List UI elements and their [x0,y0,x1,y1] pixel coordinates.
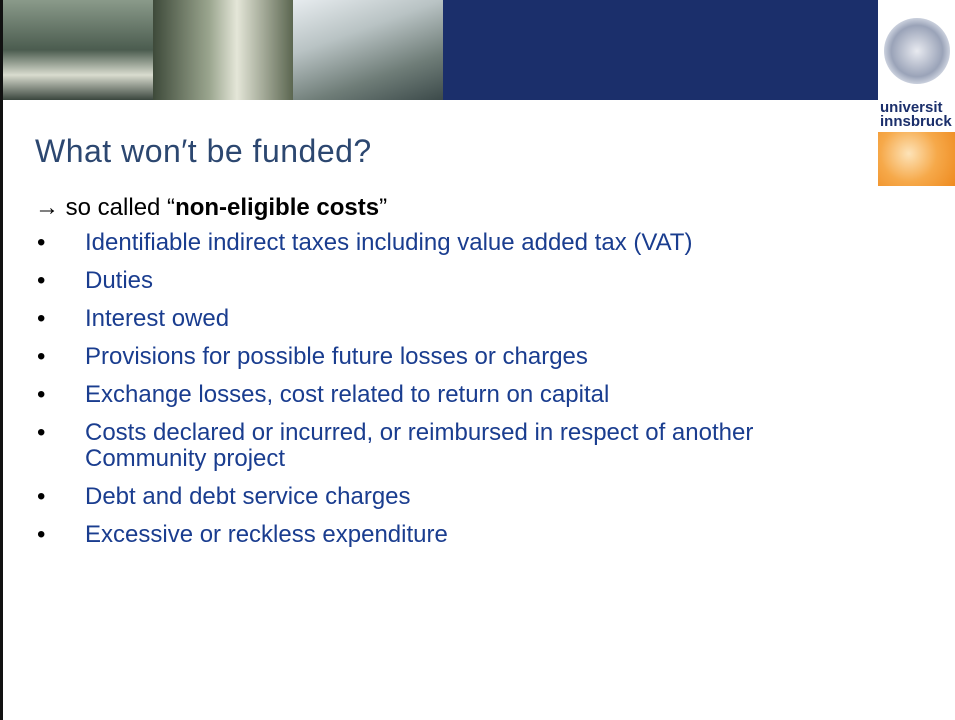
bullet-list: Identifiable indirect taxes including va… [35,230,815,560]
bullet-item: Excessive or reckless expenditure [35,522,805,549]
intro-bold: non-eligible costs [175,194,380,221]
intro-line: → so called “non-eligible costs” [35,194,387,222]
logo-text: innsbruck [880,113,952,130]
header-banner [3,0,880,100]
photo-facade [293,0,443,100]
seal [884,18,950,84]
left-border [0,0,3,720]
bullet-item: Costs declared or incurred, or reimburse… [35,420,805,472]
bullet-item: Provisions for possible future losses or… [35,344,805,371]
bullet-item: Debt and debt service charges [35,484,805,511]
intro-suffix: ” [379,194,388,221]
bullet-item: Interest owed [35,306,805,333]
slide-title: What won′t be funded? [35,133,372,169]
university-logo: universit innsbruck [878,0,955,186]
logo-text: universit [880,99,943,116]
bullet-item: Duties [35,268,805,295]
logo-pattern [878,132,955,186]
photo-building [3,0,153,100]
intro-prefix: → so called “ [35,194,176,221]
bullet-item: Identifiable indirect taxes including va… [35,230,805,257]
photo-library [153,0,293,100]
bullet-item: Exchange losses, cost related to return … [35,382,805,409]
